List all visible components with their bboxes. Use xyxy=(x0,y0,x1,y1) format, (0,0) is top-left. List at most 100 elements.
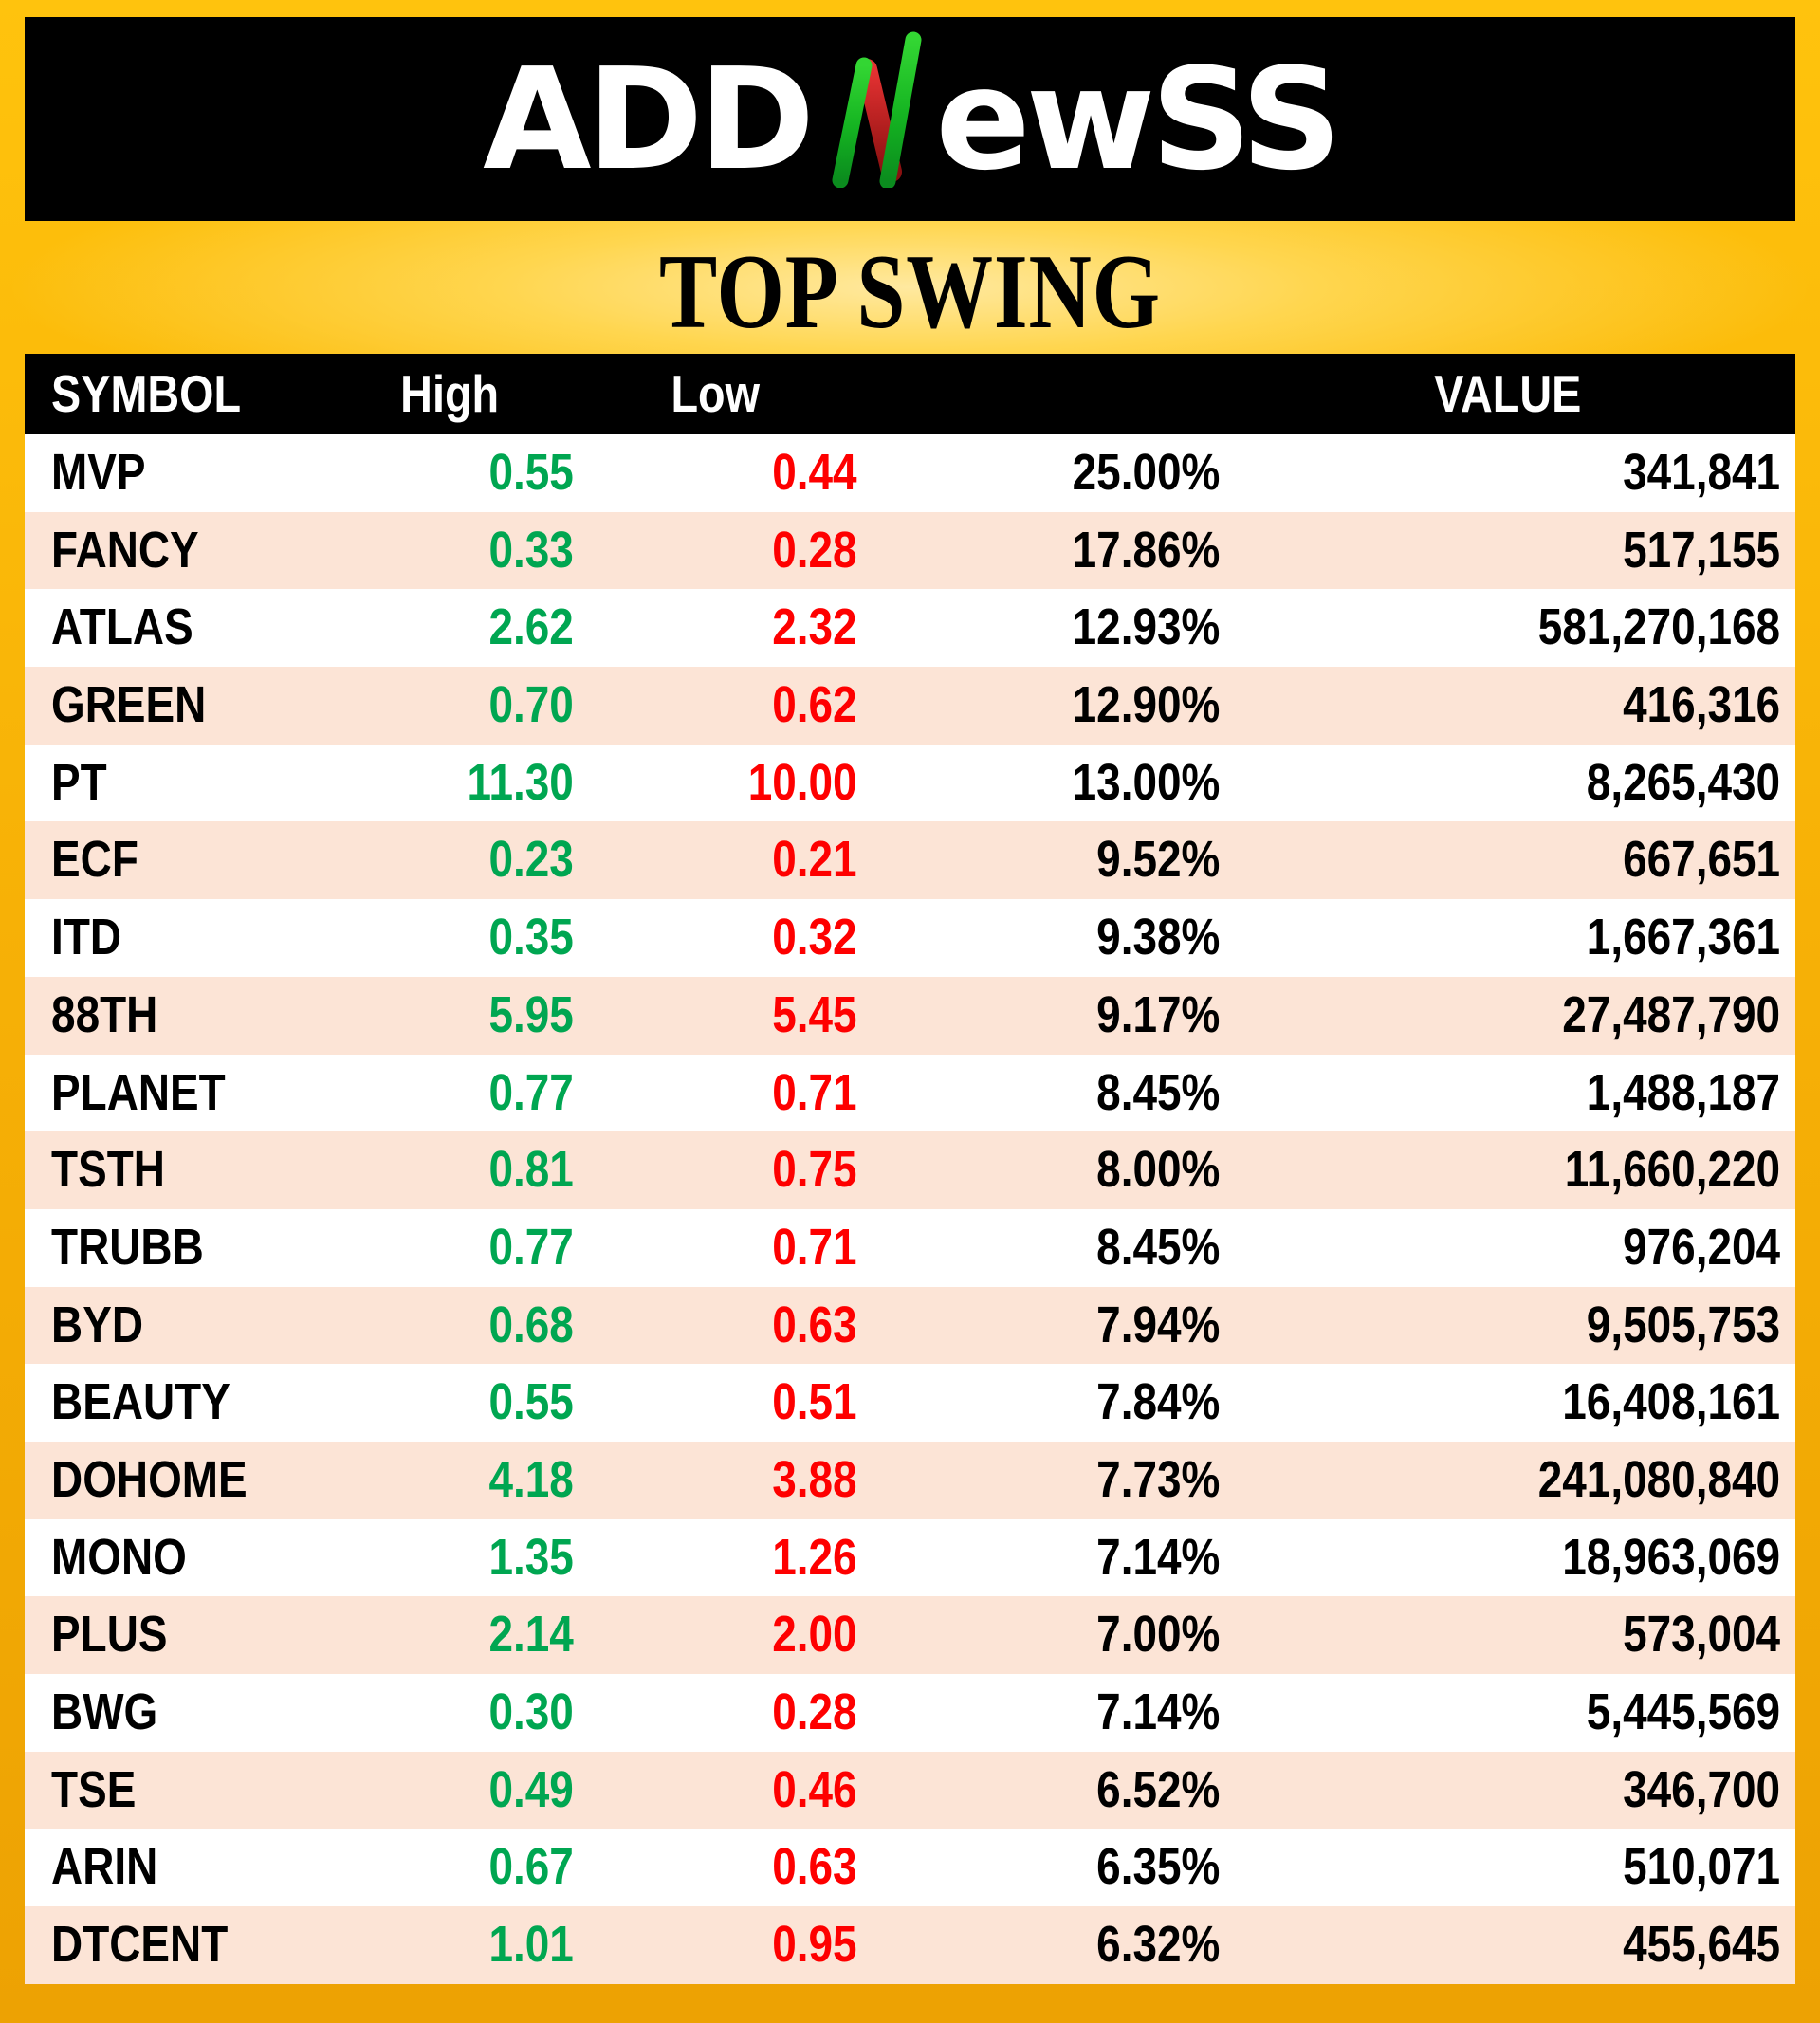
low-cell: 0.63 xyxy=(772,1838,857,1896)
high-cell: 0.35 xyxy=(488,909,574,966)
value-cell: 18,963,069 xyxy=(1562,1528,1781,1586)
header-percent xyxy=(857,354,1221,434)
table-row: TRUBB 0.77 0.71 8.45% 976,204 xyxy=(25,1208,1795,1287)
swing-table: SYMBOL High Low VALUE MVP 0.55 0.44 25.0… xyxy=(25,354,1795,1984)
percent-cell: 9.17% xyxy=(1096,985,1221,1043)
logo-text-ss: SS xyxy=(1150,37,1342,201)
value-cell: 510,071 xyxy=(1623,1838,1781,1896)
percent-cell: 13.00% xyxy=(1072,753,1221,811)
title-band: TOP SWING xyxy=(0,221,1820,354)
table-row: PLANET 0.77 0.71 8.45% 1,488,187 xyxy=(25,1054,1795,1132)
percent-cell: 7.84% xyxy=(1096,1373,1221,1431)
low-cell: 0.28 xyxy=(772,521,857,579)
value-cell: 8,265,430 xyxy=(1586,753,1781,811)
low-cell: 0.63 xyxy=(772,1296,857,1353)
percent-cell: 7.73% xyxy=(1096,1450,1221,1508)
percent-cell: 17.86% xyxy=(1072,521,1221,579)
header-high: High xyxy=(400,364,500,423)
table-row: MVP 0.55 0.44 25.00% 341,841 xyxy=(25,434,1795,512)
symbol-cell: ATLAS xyxy=(51,598,193,656)
low-cell: 1.26 xyxy=(772,1528,857,1586)
table-row: BWG 0.30 0.28 7.14% 5,445,569 xyxy=(25,1674,1795,1752)
value-cell: 581,270,168 xyxy=(1537,598,1781,656)
high-cell: 5.95 xyxy=(488,985,574,1043)
low-cell: 10.00 xyxy=(747,753,857,811)
table-row: TSE 0.49 0.46 6.52% 346,700 xyxy=(25,1751,1795,1830)
symbol-cell: 88TH xyxy=(51,985,158,1043)
low-cell: 0.71 xyxy=(772,1063,857,1121)
percent-cell: 7.94% xyxy=(1096,1296,1221,1353)
low-cell: 0.28 xyxy=(772,1683,857,1740)
high-cell: 0.68 xyxy=(488,1296,574,1353)
table-row: PT 11.30 10.00 13.00% 8,265,430 xyxy=(25,744,1795,822)
percent-cell: 6.32% xyxy=(1096,1916,1221,1974)
value-cell: 9,505,753 xyxy=(1586,1296,1781,1353)
value-cell: 976,204 xyxy=(1623,1218,1781,1276)
low-cell: 0.44 xyxy=(772,444,857,501)
low-cell: 5.45 xyxy=(772,985,857,1043)
low-cell: 0.95 xyxy=(772,1916,857,1974)
value-cell: 1,488,187 xyxy=(1586,1063,1781,1121)
percent-cell: 9.52% xyxy=(1096,831,1221,889)
symbol-cell: BEAUTY xyxy=(51,1373,230,1431)
low-cell: 0.21 xyxy=(772,831,857,889)
symbol-cell: PLUS xyxy=(51,1606,168,1664)
symbol-cell: TSE xyxy=(51,1760,137,1818)
symbol-cell: TSTH xyxy=(51,1141,165,1199)
table-header: SYMBOL High Low VALUE xyxy=(25,354,1795,434)
header-symbol: SYMBOL xyxy=(51,364,242,423)
candlestick-n-icon xyxy=(832,31,922,188)
value-cell: 346,700 xyxy=(1623,1760,1781,1818)
value-cell: 27,487,790 xyxy=(1562,985,1781,1043)
value-cell: 573,004 xyxy=(1623,1606,1781,1664)
high-cell: 0.33 xyxy=(488,521,574,579)
low-cell: 3.88 xyxy=(772,1450,857,1508)
symbol-cell: DTCENT xyxy=(51,1916,229,1974)
symbol-cell: ARIN xyxy=(51,1838,158,1896)
brand-logo: ADD ew SS xyxy=(483,31,1342,201)
table-row: DTCENT 1.01 0.95 6.32% 455,645 xyxy=(25,1906,1795,1984)
high-cell: 0.77 xyxy=(488,1218,574,1276)
high-cell: 0.23 xyxy=(488,831,574,889)
high-cell: 0.81 xyxy=(488,1141,574,1199)
table-row: ECF 0.23 0.21 9.52% 667,651 xyxy=(25,821,1795,900)
value-cell: 5,445,569 xyxy=(1586,1683,1781,1740)
high-cell: 0.55 xyxy=(488,444,574,501)
symbol-cell: GREEN xyxy=(51,676,207,734)
high-cell: 2.14 xyxy=(488,1606,574,1664)
high-cell: 0.55 xyxy=(488,1373,574,1431)
percent-cell: 7.14% xyxy=(1096,1528,1221,1586)
table-row: FANCY 0.33 0.28 17.86% 517,155 xyxy=(25,511,1795,590)
symbol-cell: TRUBB xyxy=(51,1218,204,1276)
value-cell: 667,651 xyxy=(1623,831,1781,889)
logo-text-add: ADD xyxy=(483,37,815,201)
low-cell: 0.46 xyxy=(772,1760,857,1818)
low-cell: 0.51 xyxy=(772,1373,857,1431)
high-cell: 0.30 xyxy=(488,1683,574,1740)
header-low: Low xyxy=(671,364,760,423)
value-cell: 11,660,220 xyxy=(1564,1141,1781,1199)
high-cell: 1.01 xyxy=(488,1916,574,1974)
symbol-cell: PT xyxy=(51,753,107,811)
high-cell: 0.49 xyxy=(488,1760,574,1818)
high-cell: 4.18 xyxy=(488,1450,574,1508)
symbol-cell: MVP xyxy=(51,444,146,501)
percent-cell: 6.35% xyxy=(1096,1838,1221,1896)
table-row: ARIN 0.67 0.63 6.35% 510,071 xyxy=(25,1829,1795,1907)
low-cell: 0.75 xyxy=(772,1141,857,1199)
table-row: 88TH 5.95 5.45 9.17% 27,487,790 xyxy=(25,976,1795,1055)
low-cell: 0.71 xyxy=(772,1218,857,1276)
percent-cell: 12.93% xyxy=(1072,598,1221,656)
page-title: TOP SWING xyxy=(659,233,1161,351)
symbol-cell: MONO xyxy=(51,1528,187,1586)
table-row: ITD 0.35 0.32 9.38% 1,667,361 xyxy=(25,899,1795,977)
high-cell: 0.70 xyxy=(488,676,574,734)
percent-cell: 7.00% xyxy=(1096,1606,1221,1664)
value-cell: 341,841 xyxy=(1623,444,1781,501)
logo-banner: ADD ew SS xyxy=(25,17,1795,221)
value-cell: 241,080,840 xyxy=(1537,1450,1781,1508)
symbol-cell: ITD xyxy=(51,909,122,966)
value-cell: 517,155 xyxy=(1623,521,1781,579)
high-cell: 0.67 xyxy=(488,1838,574,1896)
